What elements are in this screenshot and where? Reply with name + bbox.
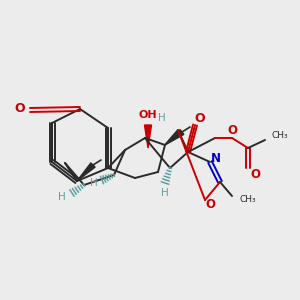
Polygon shape: [165, 130, 184, 145]
Text: O: O: [227, 124, 237, 137]
Text: O: O: [205, 199, 215, 212]
Text: CH₃: CH₃: [240, 196, 256, 205]
Text: O: O: [15, 101, 25, 115]
Text: H: H: [58, 192, 66, 202]
Text: H: H: [90, 178, 98, 188]
Text: O: O: [195, 112, 205, 124]
Text: H: H: [158, 113, 166, 123]
Text: O: O: [250, 169, 260, 182]
Text: N: N: [211, 152, 221, 166]
Polygon shape: [145, 125, 152, 148]
Text: OH: OH: [139, 110, 157, 120]
Polygon shape: [77, 163, 95, 181]
Text: H: H: [161, 188, 169, 198]
Text: CH₃: CH₃: [272, 130, 289, 140]
